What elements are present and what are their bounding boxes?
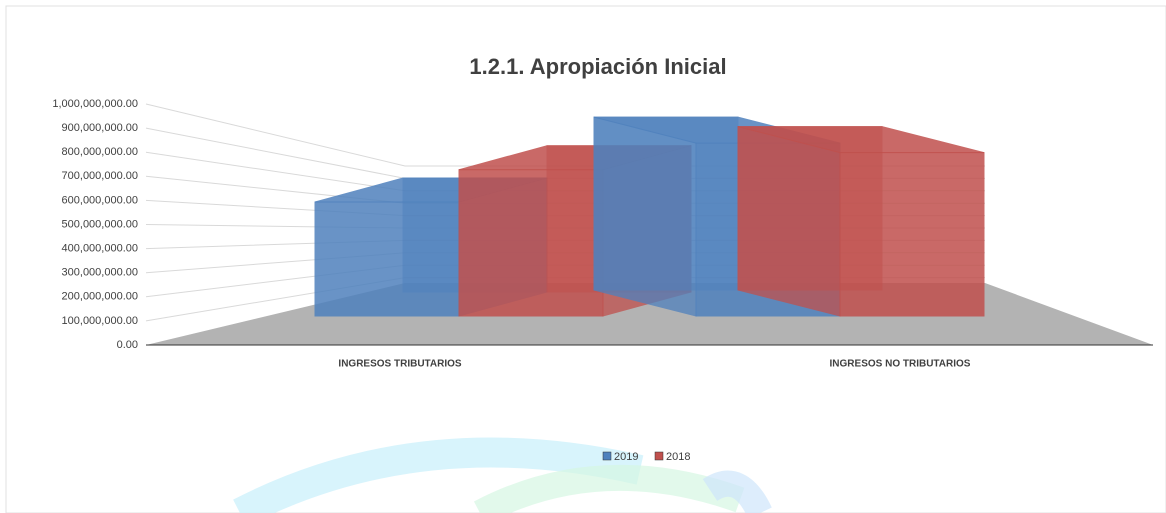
legend-label: 2019 xyxy=(614,451,638,463)
y-tick-label: 700,000,000.00 xyxy=(62,170,138,182)
watermark xyxy=(702,470,772,513)
y-tick-label: 900,000,000.00 xyxy=(62,122,138,134)
y-tick-label: 100,000,000.00 xyxy=(62,315,138,327)
y-tick-label: 500,000,000.00 xyxy=(62,218,138,230)
watermark xyxy=(473,464,745,513)
x-tick-label: INGRESOS NO TRIBUTARIOS xyxy=(830,359,971,370)
y-tick-label: 400,000,000.00 xyxy=(62,243,138,255)
y-tick-label: 600,000,000.00 xyxy=(62,194,138,206)
x-tick-label: INGRESOS TRIBUTARIOS xyxy=(338,359,461,370)
y-tick-label: 0.00 xyxy=(117,339,138,351)
bar xyxy=(737,125,985,317)
legend-swatch xyxy=(602,451,612,461)
y-tick-label: 300,000,000.00 xyxy=(62,267,138,279)
watermark xyxy=(233,437,644,513)
legend-swatch xyxy=(654,451,664,461)
y-tick-label: 200,000,000.00 xyxy=(62,291,138,303)
legend-label: 2018 xyxy=(666,451,690,463)
chart-title: 1.2.1. Apropiación Inicial xyxy=(469,54,726,79)
y-tick-label: 1,000,000,000.00 xyxy=(52,98,138,110)
y-tick-label: 800,000,000.00 xyxy=(62,146,138,158)
